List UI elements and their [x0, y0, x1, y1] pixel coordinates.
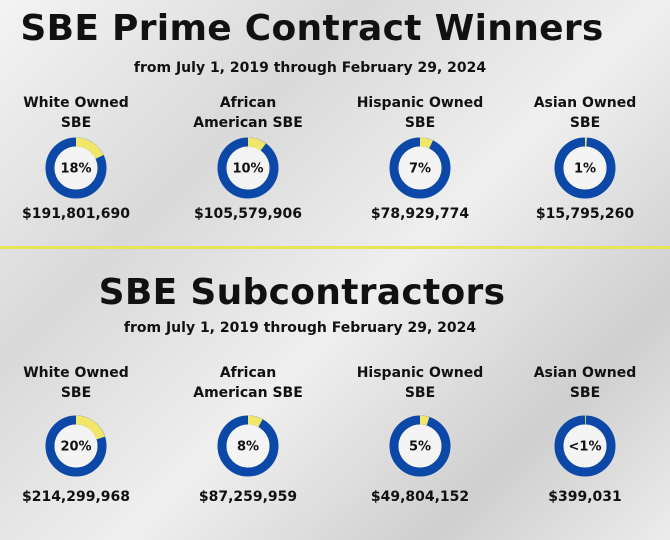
donut-center [226, 146, 270, 190]
percent-label: 8% [237, 440, 259, 455]
percent-label: <1% [569, 440, 602, 455]
donut-center [563, 424, 607, 468]
item-amount: $191,801,690 [21, 206, 131, 222]
item-label: White Owned SBE [23, 365, 129, 401]
section-title: SBE Subcontractors [98, 272, 506, 313]
donut-segment [247, 137, 266, 151]
item-amount: $214,299,968 [21, 489, 131, 505]
donut-center [398, 424, 442, 468]
item-label: Hispanic Owned SBE [356, 95, 484, 131]
item-label: African American SBE [193, 365, 303, 401]
donut-center [563, 146, 607, 190]
percent-label: 10% [232, 162, 263, 177]
section-title: SBE Prime Contract Winners [20, 8, 604, 49]
item-amount: $399,031 [548, 489, 622, 505]
donut-segment [419, 415, 430, 426]
donut-center [398, 146, 442, 190]
section-subtitle: from July 1, 2019 through February 29, 2… [133, 60, 487, 76]
donut-center [54, 146, 98, 190]
item-amount: $87,259,959 [198, 489, 298, 505]
item-label: Hispanic Owned SBE [356, 365, 484, 401]
item-amount: $15,795,260 [535, 206, 635, 222]
donut-segment [419, 137, 433, 149]
item-label: Asian Owned SBE [533, 365, 637, 401]
donut-segment [75, 137, 104, 160]
item-label: Asian Owned SBE [533, 95, 637, 131]
donut-center [54, 424, 98, 468]
item-label: African American SBE [193, 95, 303, 131]
item-amount: $49,804,152 [370, 489, 470, 505]
section-subtitle: from July 1, 2019 through February 29, 2… [123, 320, 477, 336]
donut-segment [75, 415, 106, 440]
divider [0, 246, 670, 249]
percent-label: 7% [409, 162, 431, 177]
item-amount: $78,929,774 [370, 206, 470, 222]
donut-center [226, 424, 270, 468]
item-label: White Owned SBE [23, 95, 129, 131]
donut-segment [247, 415, 263, 428]
percent-label: 20% [60, 440, 91, 455]
percent-label: 1% [574, 162, 596, 177]
item-amount: $105,579,906 [193, 206, 303, 222]
percent-label: 5% [409, 440, 431, 455]
percent-label: 18% [60, 162, 91, 177]
